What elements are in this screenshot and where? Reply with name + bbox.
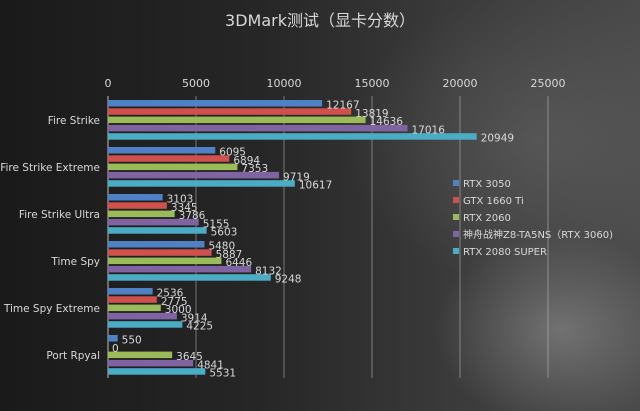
bar (108, 147, 216, 154)
data-label: 14636 (370, 116, 404, 128)
bar (108, 288, 153, 295)
legend-label: RTX 2060 (463, 213, 511, 224)
x-tick-label: 5000 (182, 77, 210, 90)
legend-label: 神舟战神Z8-TA5NS（RTX 3060) (463, 228, 613, 241)
bar (108, 265, 252, 273)
x-tick-label: 15000 (355, 77, 390, 90)
data-label: 20949 (481, 133, 514, 145)
x-tick-label: 25000 (531, 77, 566, 90)
data-label: 9248 (275, 274, 302, 286)
bar (108, 257, 222, 265)
data-label: 5155 (203, 218, 230, 230)
data-label: 17016 (411, 124, 445, 136)
bar (108, 241, 205, 248)
data-label: 5531 (209, 368, 236, 380)
data-label: 5480 (208, 241, 235, 253)
data-label: 3000 (165, 304, 192, 316)
data-label: 5603 (211, 227, 238, 239)
data-label: 6095 (219, 147, 246, 159)
x-tick-label: 0 (105, 77, 112, 90)
bar (108, 133, 477, 140)
bar (108, 351, 173, 359)
bar (108, 194, 163, 201)
legend-swatch (453, 180, 459, 186)
legend-label: RTX 2080 SUPER (463, 247, 547, 258)
bar (108, 116, 366, 124)
bar (108, 335, 118, 342)
legend-label: GTX 1660 Ti (463, 196, 524, 207)
legend-swatch (453, 197, 459, 203)
data-label: 4225 (186, 321, 213, 333)
legend-swatch (453, 248, 459, 254)
data-label: 13819 (355, 108, 388, 120)
data-label: 5887 (216, 249, 243, 261)
data-label: 9719 (283, 171, 310, 183)
data-label: 550 (122, 335, 142, 347)
data-label: 3914 (181, 312, 208, 324)
data-label: 6894 (233, 155, 260, 167)
chart-title: 3DMark测试（显卡分数） (225, 11, 415, 30)
bar (108, 210, 175, 218)
x-tick-label: 10000 (267, 77, 302, 90)
data-label: 10617 (299, 180, 332, 192)
bar (108, 218, 199, 226)
data-label: 7353 (241, 163, 268, 175)
legend-swatch (453, 231, 459, 237)
bar (108, 359, 194, 367)
bar (108, 321, 183, 328)
bar (108, 180, 295, 187)
data-label: 3645 (176, 351, 203, 363)
data-label: 12167 (326, 100, 359, 112)
bar (108, 304, 161, 312)
bar (108, 108, 352, 115)
data-label: 6446 (225, 257, 252, 269)
x-tick-label: 20000 (443, 77, 478, 90)
legend-label: RTX 3050 (463, 179, 511, 190)
data-label: 3786 (179, 210, 206, 222)
category-label: Fire Strike Extreme (0, 162, 100, 174)
bar (108, 296, 157, 303)
bar (108, 202, 167, 209)
data-label: 0 (112, 343, 119, 355)
bar (108, 312, 177, 320)
data-label: 4841 (197, 359, 224, 371)
bar (108, 368, 206, 375)
legend-swatch (453, 214, 459, 220)
data-label: 2536 (157, 288, 184, 300)
data-label: 3345 (171, 202, 198, 214)
category-label: Port Rpyal (46, 350, 100, 362)
category-label: Time Spy (50, 256, 100, 268)
bar (108, 155, 230, 162)
bar (108, 274, 271, 281)
category-label: Fire Strike (48, 115, 100, 127)
data-label: 2775 (161, 296, 188, 308)
bar (108, 124, 408, 132)
category-label: Fire Strike Ultra (19, 209, 100, 221)
bar (108, 249, 212, 256)
data-label: 8132 (255, 265, 282, 277)
bar (108, 171, 280, 179)
bar (108, 100, 323, 107)
bar (108, 227, 207, 234)
data-label: 3103 (167, 194, 194, 206)
bar (108, 163, 238, 171)
category-label: Time Spy Extreme (3, 303, 100, 315)
